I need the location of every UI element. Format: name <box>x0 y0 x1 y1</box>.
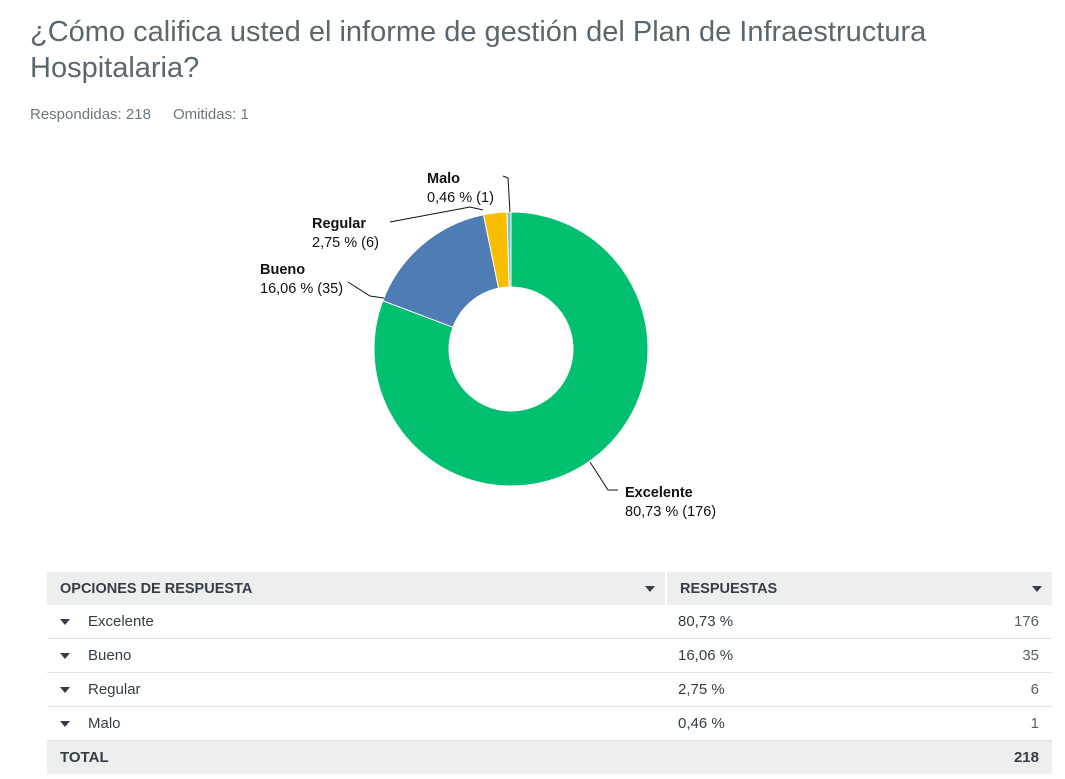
question-title: ¿Cómo califica usted el informe de gesti… <box>30 16 927 84</box>
donut-slice-bueno[interactable] <box>382 214 500 328</box>
percent-cell: 2,75 % <box>678 681 725 698</box>
slice-label-name: Bueno <box>260 262 305 278</box>
expand-caret-icon[interactable] <box>60 720 70 727</box>
table-row: Malo 0,46 % 1 <box>47 707 1052 741</box>
skipped-count: Omitidas: 1 <box>172 106 249 123</box>
option-cell: Malo <box>47 715 678 732</box>
donut-slice-excelente[interactable] <box>373 211 649 487</box>
total-value: 218 <box>1013 749 1039 766</box>
expand-caret-icon[interactable] <box>60 652 70 659</box>
slice-label-name: Excelente <box>625 485 693 501</box>
option-label: Regular <box>88 681 141 698</box>
table-row: Bueno 16,06 % 35 <box>47 639 1052 673</box>
slice-label-value: 0,46 % (1) <box>427 190 494 206</box>
expand-caret-icon[interactable] <box>60 618 70 625</box>
count-cell: 1 <box>1030 715 1039 732</box>
header-options-label: OPCIONES DE RESPUESTA <box>60 580 253 597</box>
leader-line-excelente <box>589 461 618 491</box>
header-responses-label: RESPUESTAS <box>680 580 778 597</box>
header-options[interactable]: OPCIONES DE RESPUESTA <box>47 572 667 605</box>
option-cell: Bueno <box>47 647 678 664</box>
expand-caret-icon[interactable] <box>60 686 70 693</box>
slice-label-name: Regular <box>312 216 366 232</box>
option-label: Bueno <box>88 647 132 664</box>
donut-slice-malo[interactable] <box>506 211 512 288</box>
slice-label-value: 80,73 % (176) <box>625 504 716 520</box>
option-label: Malo <box>88 715 121 732</box>
slice-label-value: 2,75 % (6) <box>312 235 379 251</box>
total-row: TOTAL 218 <box>47 741 1052 774</box>
donut-chart: Excelente 80,73 % (176) Bueno 16,06 % (35) R… <box>260 171 716 520</box>
leader-line-regular <box>389 206 484 223</box>
sort-caret-icon[interactable] <box>645 585 655 592</box>
leader-line-malo <box>502 175 511 213</box>
total-label: TOTAL <box>60 749 109 766</box>
results-table: OPCIONES DE RESPUESTA RESPUESTAS Excelen… <box>47 572 1052 774</box>
count-cell: 6 <box>1030 681 1039 698</box>
option-label: Excelente <box>88 613 154 630</box>
table-row: Excelente 80,73 % 176 <box>47 605 1052 639</box>
count-cell: 35 <box>1022 647 1039 664</box>
response-counts: Respondidas: 218 Omitidas: 1 <box>30 106 249 123</box>
answered-count: Respondidas: 218 <box>30 106 151 123</box>
sort-caret-icon[interactable] <box>1032 585 1042 592</box>
option-cell: Regular <box>47 681 678 698</box>
percent-cell: 16,06 % <box>678 647 734 664</box>
slice-label-value: 16,06 % (35) <box>260 281 343 297</box>
leader-line-bueno <box>347 281 385 299</box>
percent-cell: 0,46 % <box>678 715 725 732</box>
table-row: Regular 2,75 % 6 <box>47 673 1052 707</box>
option-cell: Excelente <box>47 613 678 630</box>
table-header: OPCIONES DE RESPUESTA RESPUESTAS <box>47 572 1052 605</box>
count-cell: 176 <box>1013 613 1039 630</box>
header-responses[interactable]: RESPUESTAS <box>667 572 1052 605</box>
percent-cell: 80,73 % <box>678 613 734 630</box>
slice-label-name: Malo <box>427 171 460 187</box>
